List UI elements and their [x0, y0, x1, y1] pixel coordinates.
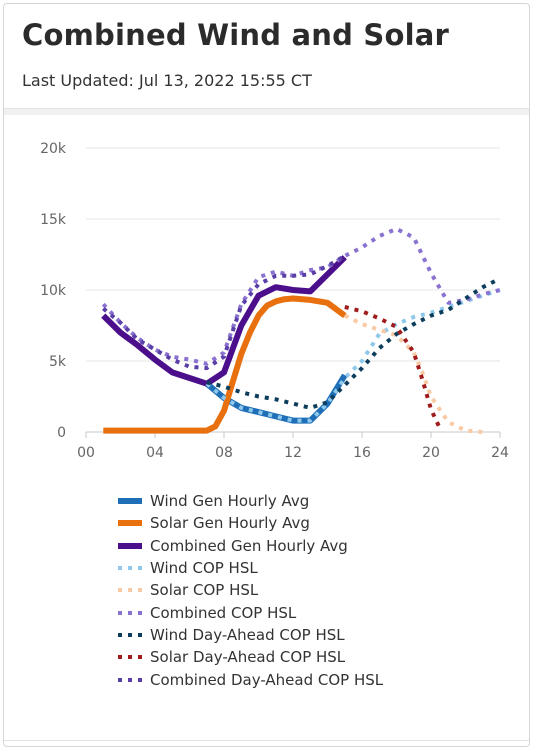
legend-label: Wind Day-Ahead COP HSL — [150, 625, 345, 644]
legend-label: Solar Gen Hourly Avg — [150, 514, 310, 533]
header-divider — [4, 108, 529, 115]
legend-item[interactable]: Solar Gen Hourly Avg — [118, 512, 383, 534]
x-tick-label: 04 — [146, 445, 164, 461]
series-line-8 — [344, 305, 442, 429]
legend-swatch — [118, 677, 142, 682]
y-tick-label: 10k — [40, 283, 67, 299]
legend-item[interactable]: Wind COP HSL — [118, 557, 383, 579]
series-line-7 — [206, 276, 501, 410]
series-line-5 — [343, 313, 483, 434]
legend-swatch — [118, 588, 142, 593]
y-tick-label: 15k — [40, 212, 67, 228]
footer-divider — [4, 740, 529, 741]
y-tick-label: 0 — [57, 425, 66, 441]
legend-swatch — [118, 632, 142, 637]
legend-label: Combined Day-Ahead COP HSL — [150, 670, 384, 689]
last-updated-text: Last Updated: Jul 13, 2022 15:55 CT — [22, 71, 312, 90]
legend-label: Solar Day-Ahead COP HSL — [150, 648, 346, 667]
legend-label: Wind Gen Hourly Avg — [150, 492, 310, 511]
legend-item[interactable]: Wind Gen Hourly Avg — [118, 490, 383, 512]
legend-label: Combined COP HSL — [150, 603, 297, 622]
line-chart: 0 5k 10k 15k 20k 00 04 08 12 16 20 24 — [40, 141, 509, 461]
series-line-2 — [103, 295, 347, 434]
x-tick-label: 08 — [215, 445, 233, 461]
legend-label: Solar COP HSL — [150, 581, 259, 600]
legend-swatch — [118, 655, 142, 660]
legend-item[interactable]: Combined Day-Ahead COP HSL — [118, 668, 383, 690]
x-tick-label: 12 — [284, 445, 302, 461]
legend-swatch — [118, 542, 142, 549]
legend-item[interactable]: Solar Day-Ahead COP HSL — [118, 646, 383, 668]
chart-legend: Wind Gen Hourly Avg Solar Gen Hourly Avg C… — [118, 490, 383, 691]
legend-swatch — [118, 610, 142, 615]
series-line-9 — [102, 254, 346, 371]
x-tick-label: 16 — [353, 445, 371, 461]
x-tick-label: 20 — [422, 445, 440, 461]
legend-swatch — [118, 520, 142, 527]
legend-item[interactable]: Combined COP HSL — [118, 601, 383, 623]
series-line-6 — [101, 226, 501, 366]
series-line-3 — [101, 255, 347, 387]
x-tick-label: 00 — [77, 445, 95, 461]
legend-item[interactable]: Combined Gen Hourly Avg — [118, 535, 383, 557]
legend-swatch — [118, 566, 142, 571]
y-tick-label: 20k — [40, 141, 67, 157]
legend-label: Combined Gen Hourly Avg — [150, 536, 348, 555]
legend-label: Wind COP HSL — [150, 559, 258, 578]
legend-item[interactable]: Wind Day-Ahead COP HSL — [118, 624, 383, 646]
legend-swatch — [118, 498, 142, 505]
y-tick-label: 5k — [49, 354, 67, 370]
x-tick-label: 24 — [491, 445, 509, 461]
chart-card: Combined Wind and Solar Last Updated: Ju… — [3, 3, 530, 747]
page-title: Combined Wind and Solar — [22, 18, 450, 52]
legend-item[interactable]: Solar COP HSL — [118, 579, 383, 601]
